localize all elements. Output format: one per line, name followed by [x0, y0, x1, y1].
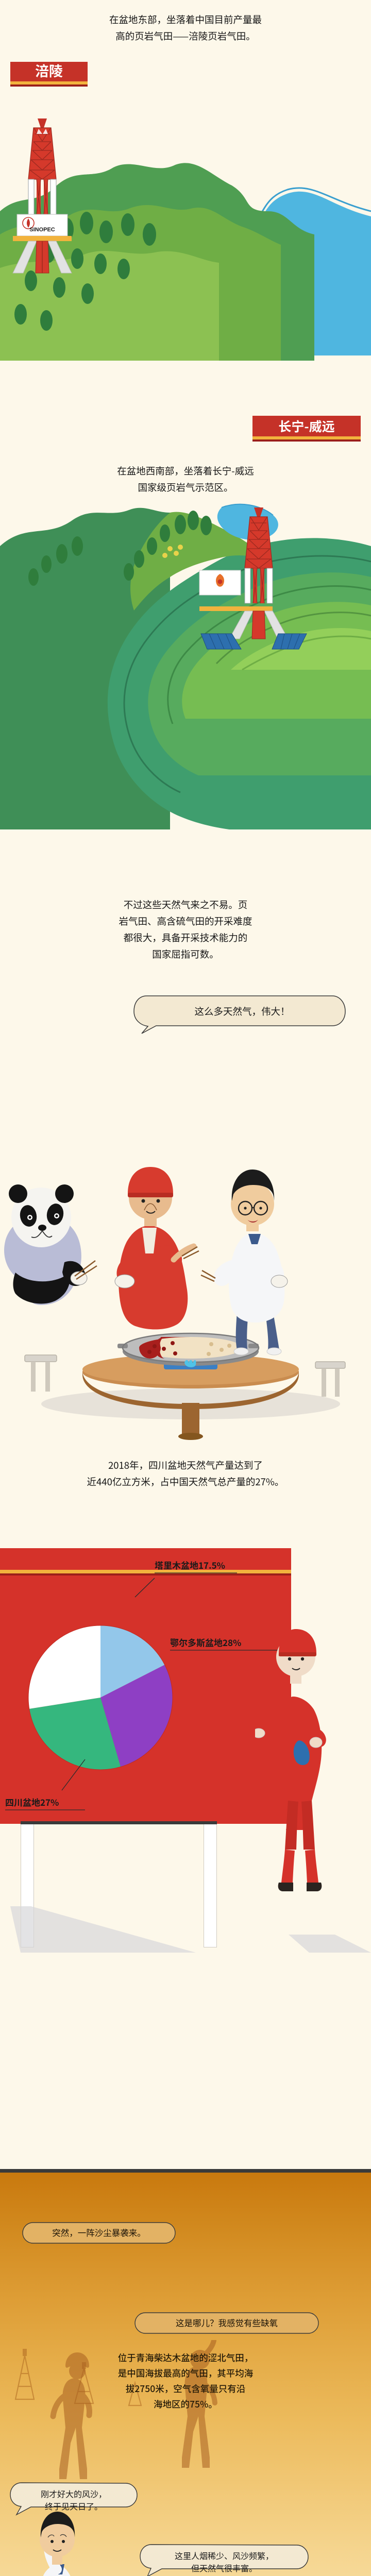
svg-text:四川盆地27%: 四川盆地27% [5, 1795, 59, 1808]
svg-text:SINOPEC: SINOPEC [29, 227, 55, 233]
svg-text:塔里木盆地17.5%: 塔里木盆地17.5% [155, 1558, 225, 1571]
svg-text:长宁-威远: 长宁-威远 [278, 417, 334, 435]
svg-text:这么多天然气，伟大！: 这么多天然气，伟大！ [194, 1005, 290, 1018]
svg-text:涪陵: 涪陵 [35, 61, 63, 80]
svg-text:鄂尔多斯盆地28%: 鄂尔多斯盆地28% [170, 1636, 241, 1649]
